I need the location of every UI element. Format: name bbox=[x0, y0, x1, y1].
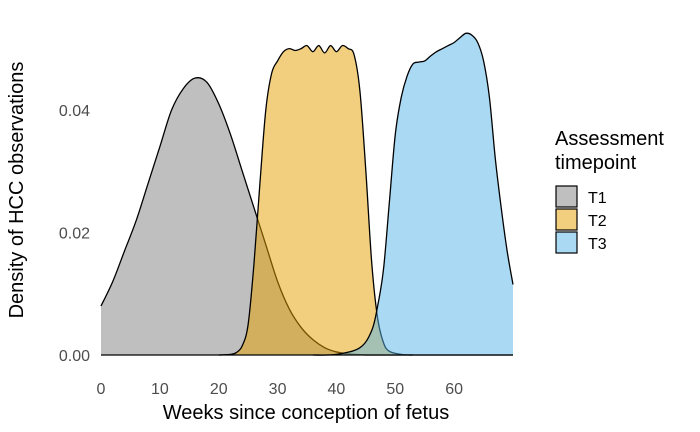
legend-label-t3: T3 bbox=[588, 236, 607, 253]
y-axis-title: Density of HCC observations bbox=[6, 62, 28, 319]
y-tick-label: 0.02 bbox=[59, 225, 90, 242]
x-tick-label: 40 bbox=[328, 381, 346, 398]
legend-key-t3 bbox=[555, 231, 578, 254]
x-tick-label: 50 bbox=[386, 381, 404, 398]
x-tick-label: 30 bbox=[269, 381, 287, 398]
density-area-t3 bbox=[312, 33, 513, 356]
legend-title-line-1: Assessment bbox=[555, 128, 664, 150]
legend-title-line-2: timepoint bbox=[555, 152, 637, 174]
legend-item-t1: T1 bbox=[555, 185, 607, 208]
legend-item-t3: T3 bbox=[555, 231, 607, 254]
density-line-t3 bbox=[312, 32, 514, 356]
y-axis: 0.00 0.02 0.04 bbox=[59, 103, 90, 365]
density-area-t1 bbox=[101, 77, 513, 356]
x-tick-label: 0 bbox=[97, 381, 106, 398]
x-axis-title: Weeks since conception of fetus bbox=[163, 402, 449, 424]
x-tick-label: 10 bbox=[151, 381, 169, 398]
legend-label-t1: T1 bbox=[588, 190, 607, 207]
density-line-t2 bbox=[218, 44, 413, 356]
legend-item-t2: T2 bbox=[555, 208, 607, 231]
legend-key-t1 bbox=[555, 185, 578, 208]
y-tick-label: 0.00 bbox=[59, 348, 90, 365]
x-tick-label: 60 bbox=[445, 381, 463, 398]
legend-keys: T1 T2 T3 bbox=[555, 185, 607, 254]
legend-key-t2 bbox=[555, 208, 578, 231]
x-axis: 0 10 20 30 40 50 60 bbox=[97, 381, 464, 398]
legend-label-t2: T2 bbox=[588, 213, 607, 230]
density-area-t2 bbox=[218, 45, 413, 355]
y-tick-label: 0.04 bbox=[59, 103, 90, 120]
plot-panel bbox=[100, 32, 514, 356]
x-tick-label: 20 bbox=[210, 381, 228, 398]
legend: Assessment timepoint T1 T2 T3 bbox=[555, 128, 664, 254]
